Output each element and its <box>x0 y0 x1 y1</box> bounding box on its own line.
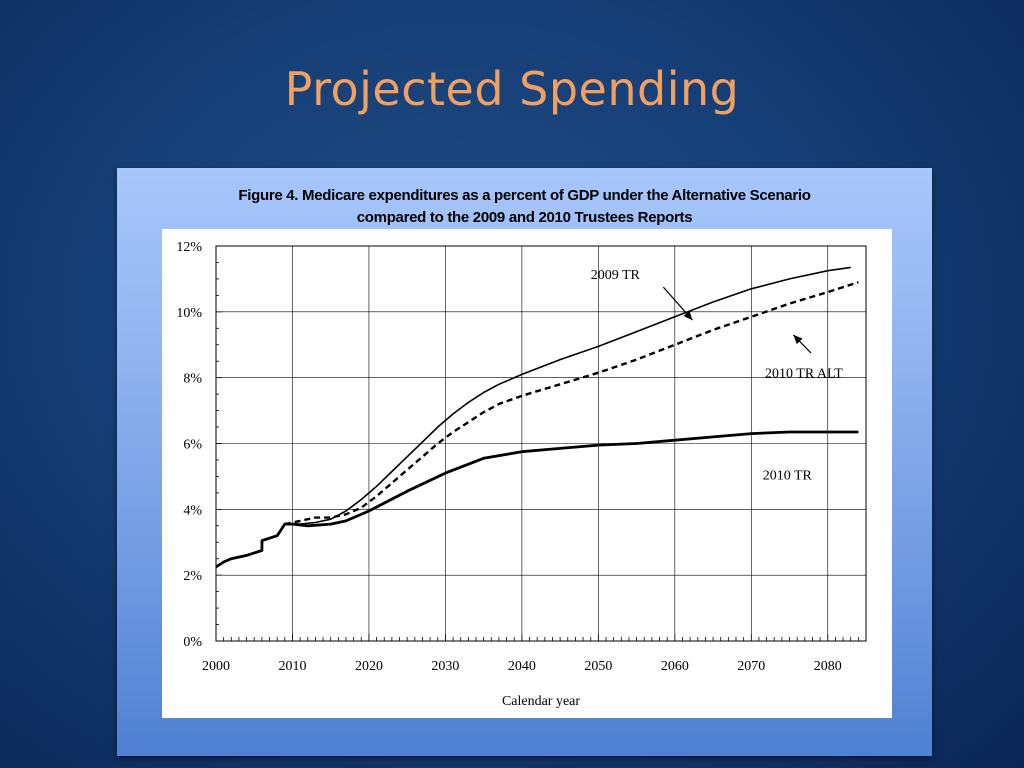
x-tick-label: 2020 <box>355 659 383 674</box>
series-annotation-1: 2009 TR <box>591 268 641 283</box>
y-tick-label: 6% <box>183 438 202 453</box>
chart-title-line-2: compared to the 2009 and 2010 Trustees R… <box>356 209 693 226</box>
y-tick-label: 10% <box>176 306 202 321</box>
slide-title: Projected Spending <box>284 62 740 116</box>
annotation-arrowhead-1 <box>683 310 693 321</box>
x-tick-label: 2000 <box>202 659 230 674</box>
y-tick-label: 12% <box>176 240 202 255</box>
y-tick-label: 0% <box>183 635 202 650</box>
chart-area: 0% 2% 4% 6% 8% 10% 12% 2000 2010 2020 2030 2040 2050… <box>162 229 892 718</box>
x-tick-label: 2030 <box>431 659 459 674</box>
series-line-1 <box>284 266 851 525</box>
x-tick-label: 2050 <box>584 659 612 674</box>
series-line-3 <box>215 430 859 569</box>
annotation-arrowhead-2 <box>793 334 803 345</box>
y-tick-label: 2% <box>183 569 202 584</box>
y-tick-label: 8% <box>183 372 202 387</box>
series-line-2 <box>284 281 859 526</box>
x-axis-label: Calendar year <box>502 694 580 709</box>
x-tick-label: 2040 <box>508 659 536 674</box>
series-annotation-3: 2010 TR <box>763 469 813 484</box>
line-chart: 0% 2% 4% 6% 8% 10% 12% 2000 2010 2020 2030 2040 2050… <box>176 240 867 709</box>
x-tick-label: 2070 <box>737 659 765 674</box>
series-annotation-2: 2010 TR ALT <box>765 367 843 382</box>
y-tick-label: 4% <box>183 503 202 518</box>
x-tick-label: 2010 <box>278 659 306 674</box>
x-tick-label: 2060 <box>661 659 689 674</box>
x-tick-label: 2080 <box>814 659 842 674</box>
chart-title-line-1: Figure 4. Medicare expenditures as a per… <box>238 187 811 204</box>
